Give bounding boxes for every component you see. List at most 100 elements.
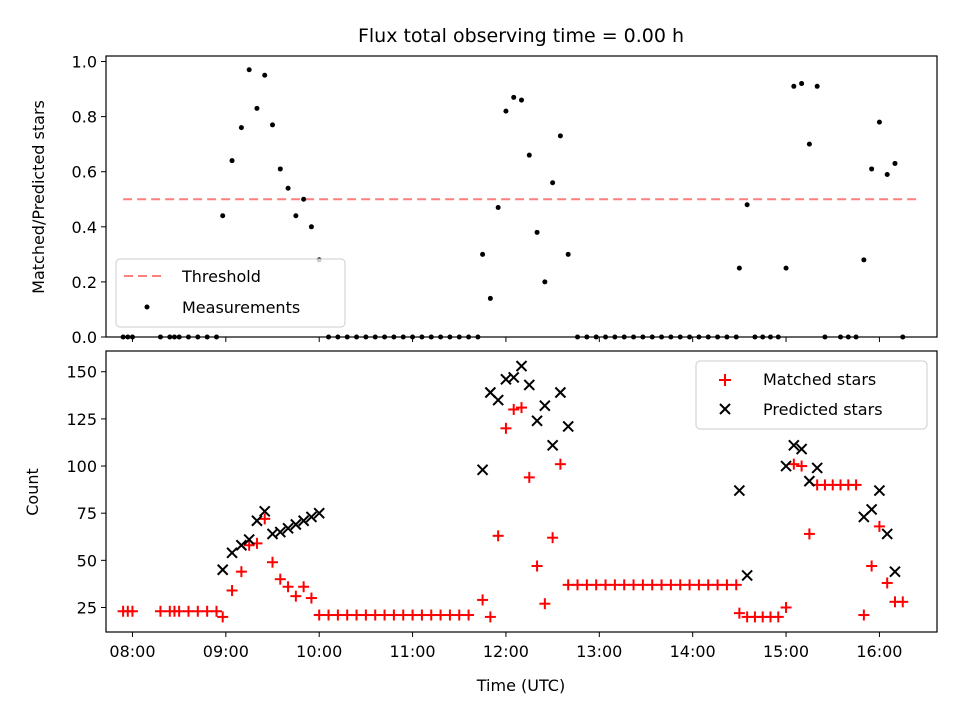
matched-star-point	[618, 579, 630, 591]
matched-star-point	[730, 579, 742, 591]
measurement-point	[285, 185, 291, 191]
matched-star-point	[554, 458, 566, 470]
predicted-star-point	[290, 518, 302, 531]
matched-star-point	[684, 579, 696, 591]
predicted-star-point	[515, 360, 528, 372]
matched-star-point	[850, 479, 862, 491]
matched-star-point	[210, 605, 222, 617]
matched-star-point	[369, 609, 381, 621]
measurement-point	[736, 265, 742, 271]
matched-star-point	[416, 609, 428, 621]
matched-star-point	[881, 577, 893, 589]
matched-star-point	[581, 579, 593, 591]
predicted-star-point	[562, 420, 574, 433]
matched-star-point	[388, 609, 400, 621]
measurement-point	[270, 122, 276, 128]
matched-star-point	[298, 581, 310, 593]
matched-star-point	[484, 611, 496, 623]
matched-star-point	[780, 601, 792, 613]
measurement-point	[869, 166, 875, 172]
x-tick-label: 16:00	[856, 642, 902, 661]
matched-star-point	[539, 598, 551, 610]
predicted-star-point	[476, 464, 489, 476]
measurement-point	[480, 251, 486, 257]
measurement-point	[892, 160, 898, 166]
matched-star-point	[217, 611, 229, 623]
predicted-star-point	[243, 533, 255, 546]
measurement-point	[783, 265, 789, 271]
measurement-point	[238, 125, 244, 131]
matched-star-point	[243, 539, 255, 551]
measurement-point	[876, 119, 882, 125]
measurement-points	[120, 67, 906, 340]
predicted-star-point	[217, 564, 229, 576]
bottom-y-axis-label: Count	[23, 468, 42, 516]
y-tick-label: 100	[66, 457, 97, 476]
chart-title: Flux total observing time = 0.00 h	[358, 25, 684, 47]
top-legend: Threshold Measurements	[115, 258, 346, 328]
measurement-point	[744, 202, 750, 208]
matched-star-point	[332, 609, 344, 621]
measurement-point	[861, 257, 867, 263]
x-tick-label: 14:00	[670, 642, 716, 661]
measurement-point	[534, 229, 540, 235]
predicted-stars-points	[217, 360, 901, 582]
measurement-point	[301, 196, 307, 202]
matched-star-point	[516, 402, 527, 414]
legend-measurements-label: Measurements	[182, 298, 300, 317]
matched-star-point	[674, 579, 686, 591]
matched-star-point	[492, 530, 504, 542]
y-tick-label: 150	[66, 363, 97, 382]
y-tick-label: 0.0	[72, 328, 97, 347]
matched-star-point	[259, 513, 271, 525]
matched-star-point	[226, 585, 238, 597]
matched-star-point	[656, 579, 668, 591]
y-tick-label: 0.2	[72, 273, 97, 292]
legend-matched-swatch	[719, 374, 731, 386]
y-tick-label: 75	[77, 504, 97, 523]
measurement-point	[246, 67, 252, 73]
matched-star-point	[341, 609, 353, 621]
predicted-star-point	[733, 484, 746, 497]
measurement-point	[308, 224, 314, 230]
y-tick-label: 50	[77, 551, 97, 570]
measurement-point	[277, 166, 283, 172]
bottom-legend-box	[695, 360, 928, 430]
measurement-point	[503, 108, 509, 114]
measurement-point	[526, 152, 532, 158]
y-tick-label: 0.6	[72, 163, 97, 182]
y-tick-label: 25	[77, 598, 97, 617]
measurement-point	[542, 279, 548, 285]
bottom-axes-frame	[105, 350, 938, 633]
matched-star-point	[590, 579, 602, 591]
matched-star-point	[282, 581, 294, 593]
top-y-ticks: 0.0 0.2 0.4 0.6 0.8 1.0	[72, 53, 106, 347]
matched-star-point	[788, 458, 800, 470]
predicted-star-point	[282, 522, 294, 534]
matched-star-point	[323, 609, 335, 621]
predicted-star-point	[881, 528, 893, 540]
matched-star-point	[562, 579, 574, 591]
matched-star-point	[858, 609, 870, 621]
predicted-star-point	[741, 569, 753, 582]
top-legend-box	[115, 258, 346, 328]
bottom-legend: Matched stars Predicted stars	[695, 360, 928, 430]
matched-star-point	[154, 605, 166, 617]
matched-star-point	[600, 579, 612, 591]
predicted-star-point	[235, 539, 248, 551]
matched-star-point	[192, 605, 204, 617]
measurement-point	[519, 97, 524, 103]
top-x-ticks	[131, 337, 880, 342]
predicted-star-point	[305, 511, 318, 523]
matched-star-point	[407, 609, 419, 621]
x-tick-label: 08:00	[109, 642, 155, 661]
matched-star-point	[267, 556, 279, 568]
predicted-star-point	[546, 439, 559, 452]
measurement-point	[262, 72, 268, 78]
matched-star-point	[646, 579, 658, 591]
matched-star-point	[628, 579, 640, 591]
y-tick-label: 0.8	[72, 108, 97, 127]
matched-star-point	[866, 560, 878, 572]
matched-star-point	[523, 471, 535, 483]
predicted-star-point	[274, 526, 286, 538]
